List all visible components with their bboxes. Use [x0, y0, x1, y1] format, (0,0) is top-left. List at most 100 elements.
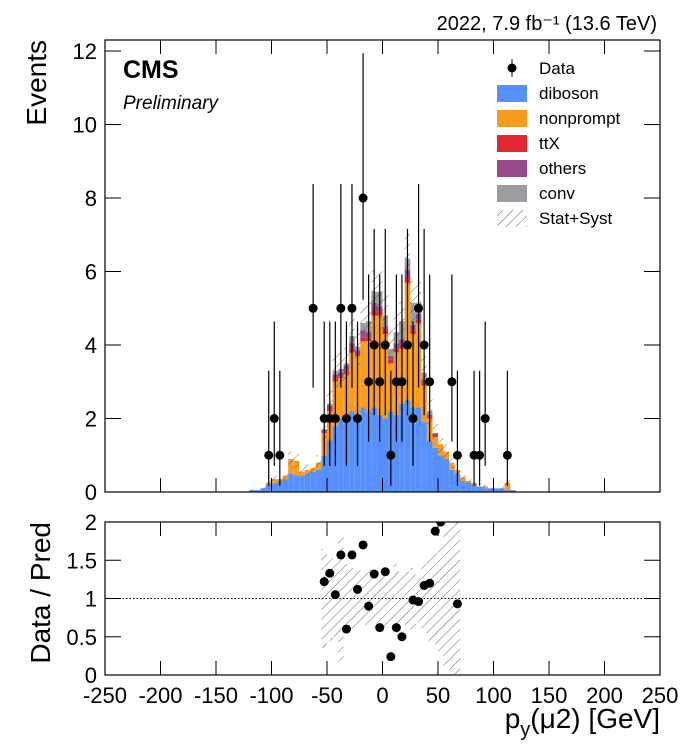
uncertainty-band: [260, 486, 266, 491]
uncertainty-band: [438, 435, 444, 454]
y-tick-label: 0.5: [66, 625, 97, 650]
y-tick-label: 1.5: [66, 548, 97, 573]
ratio-band: [360, 571, 366, 626]
data-point: [347, 303, 357, 313]
ratio-point: [364, 601, 374, 611]
x-tick-label: 50: [426, 683, 450, 708]
y-axis-title: Data / Pred: [25, 522, 56, 664]
uncertainty-band: [315, 455, 322, 470]
stack-segment: [465, 482, 472, 492]
x-tick-label: -100: [249, 683, 293, 708]
x-axis-title: py(μ2) [GeV]: [505, 703, 660, 741]
stack-segment: [349, 411, 355, 492]
x-tick-label: 250: [642, 683, 679, 708]
data-point: [480, 414, 490, 424]
stack-segment: [365, 411, 372, 492]
ratio-point: [452, 599, 462, 609]
legend-label: diboson: [539, 84, 599, 103]
ratio-point: [358, 540, 368, 550]
stack-segment: [471, 484, 477, 492]
uncertainty-band: [465, 478, 472, 484]
uncertainty-band: [460, 473, 466, 481]
stack-segment: [376, 414, 383, 492]
data-point: [269, 414, 279, 424]
stack-segment: [504, 490, 511, 492]
ratio-band: [426, 556, 433, 641]
uncertainty-band: [304, 464, 311, 476]
ratio-band: [399, 575, 405, 622]
stack-segment: [282, 479, 289, 492]
stack-segment: [338, 378, 344, 419]
frame: [104, 521, 661, 676]
stack-segment: [432, 447, 438, 492]
legend-label: Data: [539, 59, 575, 78]
y-axis-title: Events: [21, 40, 52, 126]
stack-segment: [360, 341, 366, 408]
ratio-band: [376, 571, 383, 626]
ratio-plot: [105, 522, 660, 675]
uncertainty-band: [493, 486, 500, 491]
y-tick-label: 10: [73, 113, 97, 138]
stack-segment: [393, 414, 400, 492]
stack-segment: [476, 486, 483, 492]
y-tick-label: 6: [85, 260, 97, 285]
data-point: [397, 377, 407, 387]
uncertainty-band: [271, 475, 278, 483]
ratio-point: [330, 590, 340, 600]
legend-label: nonprompt: [539, 109, 621, 128]
uncertainty-band: [360, 302, 366, 344]
x-title-part: (μ2) [GeV]: [530, 703, 660, 734]
stack-segment: [382, 418, 389, 492]
uncertainty-band: [254, 489, 261, 492]
data-point: [330, 414, 340, 424]
ratio-point: [436, 522, 446, 527]
ratio-band: [454, 522, 461, 675]
data-point: [341, 414, 351, 424]
uncertainty-band: [487, 486, 494, 491]
uncertainty-band: [249, 489, 255, 492]
ratio-point: [347, 550, 357, 560]
uncertainty-band: [476, 484, 483, 489]
legend-swatch: [497, 210, 527, 227]
ratio-point: [369, 569, 379, 579]
legend-swatch: [497, 160, 527, 177]
legend-label: conv: [539, 184, 575, 203]
ratio-point: [414, 597, 424, 607]
uncertainty-band: [299, 466, 305, 478]
data-point: [336, 303, 346, 313]
data-point: [414, 303, 424, 313]
stack-segment: [265, 484, 272, 492]
ratio-band: [371, 575, 377, 622]
y-tick-label: 0: [85, 480, 97, 505]
stack-segment: [338, 418, 344, 492]
x-tick-label: 200: [586, 683, 623, 708]
uncertainty-band: [510, 489, 516, 492]
uncertainty-band: [388, 330, 394, 368]
x-tick-label: -250: [83, 683, 127, 708]
ratio-point: [386, 652, 396, 662]
stack-segment: [271, 482, 278, 492]
data-point: [402, 340, 412, 350]
stack-segment: [360, 407, 366, 492]
x-tick-label: -50: [311, 683, 343, 708]
data-point: [502, 450, 512, 460]
uncertainty-band: [288, 451, 294, 467]
x-title-sub: y: [520, 719, 530, 741]
data-point: [264, 450, 274, 460]
x-title-part: p: [505, 703, 521, 734]
uncertainty-band: [293, 453, 300, 469]
ratio-point: [375, 623, 385, 633]
ratio-band: [388, 575, 394, 622]
ratio-point: [430, 526, 440, 536]
uncertainty-band: [443, 444, 450, 459]
y-tick-label: 4: [85, 333, 97, 358]
stack-segment: [321, 455, 327, 492]
data-point: [308, 303, 318, 313]
uncertainty-band: [432, 424, 438, 443]
uncertainty-band: [482, 484, 488, 489]
stack-segment: [371, 407, 377, 492]
data-point: [386, 450, 396, 460]
legend-swatch: [497, 135, 527, 152]
data-point: [425, 377, 435, 387]
